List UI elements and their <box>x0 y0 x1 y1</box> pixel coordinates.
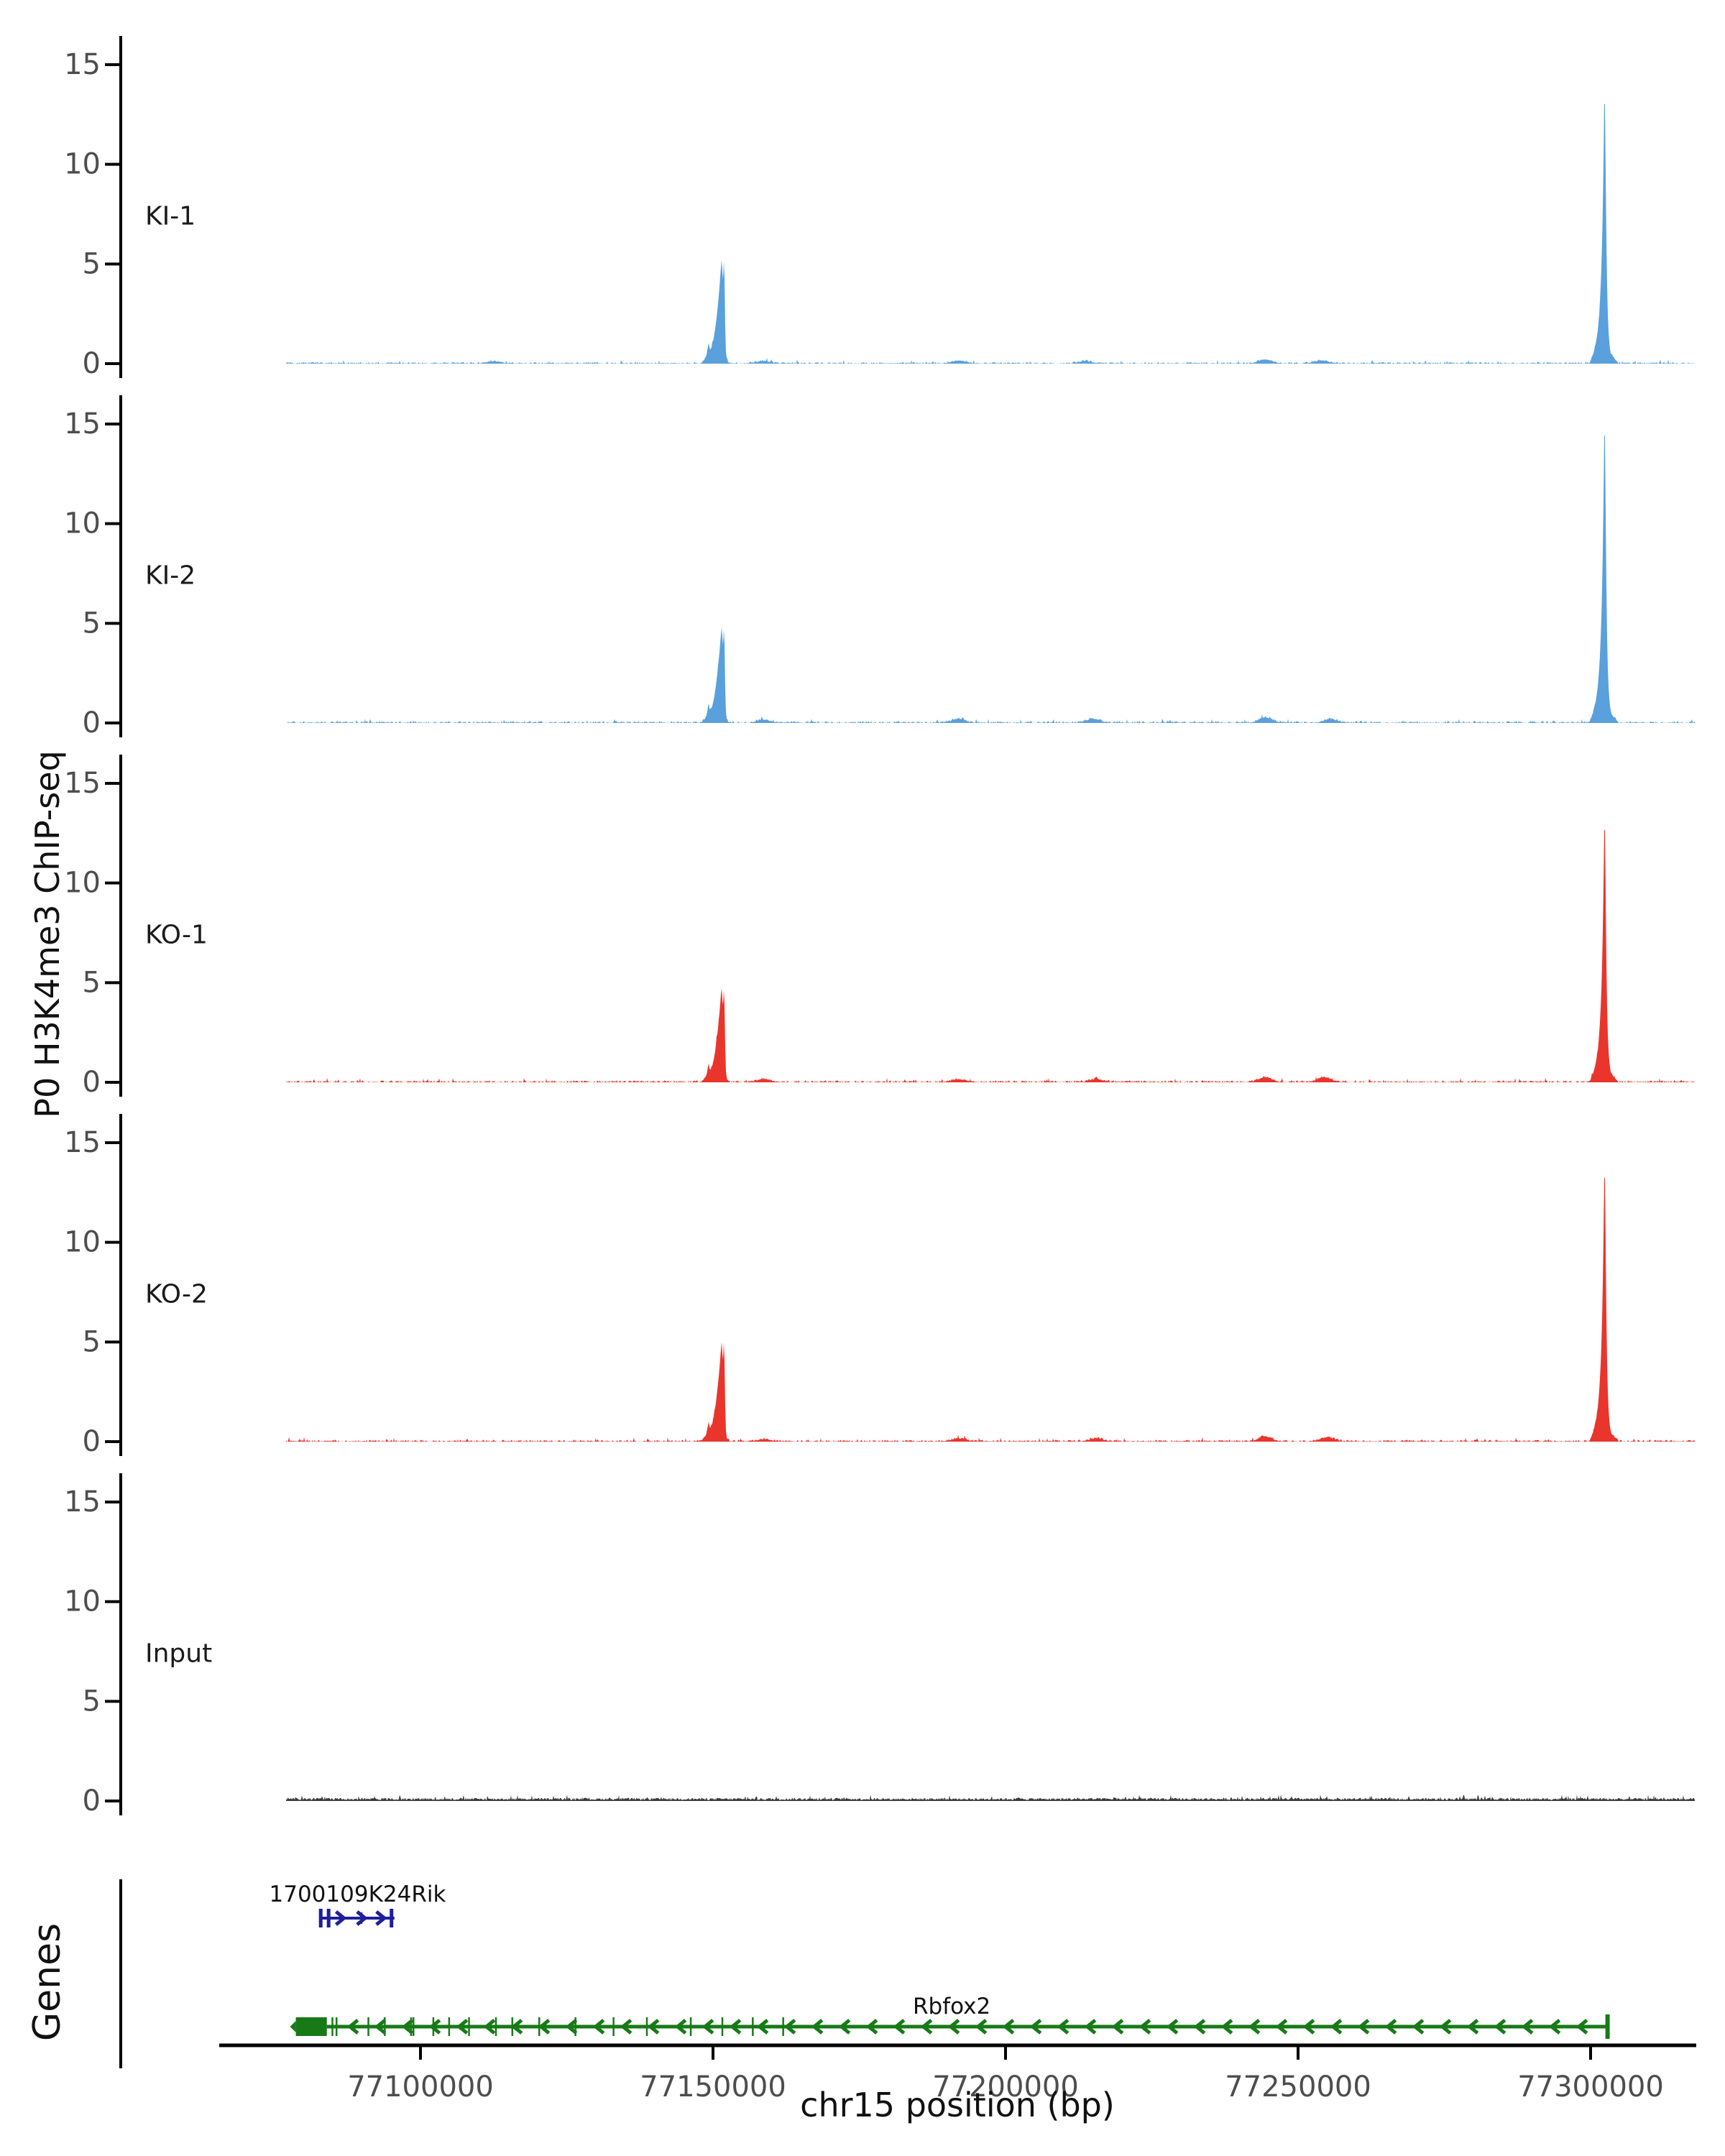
strand-arrow-left-icon <box>702 2019 714 2035</box>
y-tick-label: 10 <box>64 148 101 181</box>
track-label: KI-2 <box>145 561 196 591</box>
track-label: KO-1 <box>145 921 208 950</box>
strand-arrow-left-icon <box>1521 2019 1534 2035</box>
x-axis-title: chr15 position (bp) <box>800 2086 1115 2124</box>
strand-arrow-left-icon <box>647 2019 660 2035</box>
strand-arrow-left-icon <box>811 2019 824 2035</box>
strand-arrow-left-icon <box>674 2019 687 2035</box>
strand-arrow-left-icon <box>729 2019 742 2035</box>
strand-arrow-right-icon <box>334 1910 347 1926</box>
strand-arrow-left-icon <box>620 2019 632 2035</box>
x-tick-label: 77200000 <box>932 2070 1079 2104</box>
gene-label: Rbfox2 <box>913 1994 990 2019</box>
strand-arrow-left-icon <box>401 2019 414 2035</box>
strand-arrow-left-icon <box>1302 2019 1315 2035</box>
strand-arrow-left-icon <box>1138 2019 1151 2035</box>
strand-arrow-left-icon <box>893 2019 906 2035</box>
strand-arrow-left-icon <box>1384 2019 1397 2035</box>
y-tick-label: 10 <box>64 1226 101 1259</box>
strand-arrow-left-icon <box>783 2019 796 2035</box>
track-label: Input <box>145 1639 212 1669</box>
strand-arrow-left-icon <box>1084 2019 1097 2035</box>
strand-arrow-left-icon <box>1166 2019 1179 2035</box>
strand-arrow-left-icon <box>1220 2019 1233 2035</box>
x-tick-label: 77100000 <box>347 2070 494 2104</box>
strand-arrow-left-icon <box>1330 2019 1343 2035</box>
strand-arrow-left-icon <box>510 2019 523 2035</box>
y-tick-label: 5 <box>83 1685 101 1718</box>
y-tick-label: 0 <box>83 1425 101 1458</box>
strand-arrow-left-icon <box>865 2019 878 2035</box>
strand-arrow-right-icon <box>375 1910 387 1926</box>
x-tick-label: 77150000 <box>640 2070 786 2104</box>
strand-arrow-left-icon <box>1057 2019 1070 2035</box>
strand-arrow-left-icon <box>538 2019 551 2035</box>
gene-label: 1700109K24Rik <box>270 1881 446 1907</box>
y-tick-label: 15 <box>64 407 101 441</box>
y-axis-label: P0 H3K4me3 ChIP-seq <box>28 750 67 1118</box>
y-tick-label: 5 <box>83 247 101 280</box>
strand-arrow-left-icon <box>1576 2019 1588 2035</box>
strand-arrow-left-icon <box>1275 2019 1288 2035</box>
signal-area-ki-2 <box>286 435 1695 723</box>
x-tick-label: 77300000 <box>1517 2070 1664 2104</box>
strand-arrow-left-icon <box>565 2019 578 2035</box>
strand-arrow-left-icon <box>947 2019 960 2035</box>
strand-arrow-left-icon <box>838 2019 851 2035</box>
signal-area-input <box>286 1795 1695 1801</box>
strand-arrow-left-icon <box>1548 2019 1561 2035</box>
signal-area-ko-2 <box>286 1176 1695 1442</box>
strand-arrow-left-icon <box>975 2019 988 2035</box>
y-tick-label: 0 <box>83 1066 101 1099</box>
strand-arrow-left-icon <box>1002 2019 1015 2035</box>
y-tick-label: 10 <box>64 867 101 900</box>
y-tick-label: 5 <box>83 1325 101 1358</box>
y-tick-label: 0 <box>83 1784 101 1818</box>
x-tick-label: 77250000 <box>1225 2070 1371 2104</box>
y-tick-label: 10 <box>64 507 101 540</box>
strand-arrow-left-icon <box>1029 2019 1042 2035</box>
y-tick-label: 15 <box>64 48 101 81</box>
strand-arrow-left-icon <box>1193 2019 1206 2035</box>
strand-arrow-left-icon <box>592 2019 605 2035</box>
strand-arrow-left-icon <box>1111 2019 1124 2035</box>
track-label: KI-1 <box>145 202 196 231</box>
y-tick-label: 15 <box>64 1485 101 1519</box>
y-tick-label: 10 <box>64 1585 101 1618</box>
genes-panel-label: Genes <box>26 1922 69 2042</box>
y-tick-label: 5 <box>83 966 101 999</box>
strand-arrow-left-icon <box>1439 2019 1452 2035</box>
y-tick-label: 0 <box>83 706 101 740</box>
strand-arrow-left-icon <box>920 2019 933 2035</box>
strand-arrow-left-icon <box>346 2019 359 2035</box>
strand-arrow-right-icon <box>356 1910 368 1926</box>
strand-arrow-left-icon <box>428 2019 441 2035</box>
strand-arrow-left-icon <box>1466 2019 1479 2035</box>
signal-area-ko-1 <box>286 829 1695 1082</box>
strand-arrow-left-icon <box>756 2019 769 2035</box>
y-tick-label: 0 <box>83 347 101 380</box>
strand-arrow-left-icon <box>1494 2019 1506 2035</box>
strand-arrow-left-icon <box>1248 2019 1261 2035</box>
y-tick-label: 15 <box>64 767 101 800</box>
strand-arrow-left-icon <box>483 2019 496 2035</box>
y-tick-label: 15 <box>64 1126 101 1159</box>
gene-end-point-icon <box>290 2021 296 2032</box>
track-label: KO-2 <box>145 1280 208 1309</box>
strand-arrow-left-icon <box>456 2019 469 2035</box>
signal-area-ki-1 <box>286 103 1695 364</box>
strand-arrow-left-icon <box>1357 2019 1370 2035</box>
y-tick-label: 5 <box>83 607 101 640</box>
strand-arrow-left-icon <box>1412 2019 1425 2035</box>
strand-arrow-left-icon <box>374 2019 387 2035</box>
thick-exon-box <box>295 2017 327 2036</box>
